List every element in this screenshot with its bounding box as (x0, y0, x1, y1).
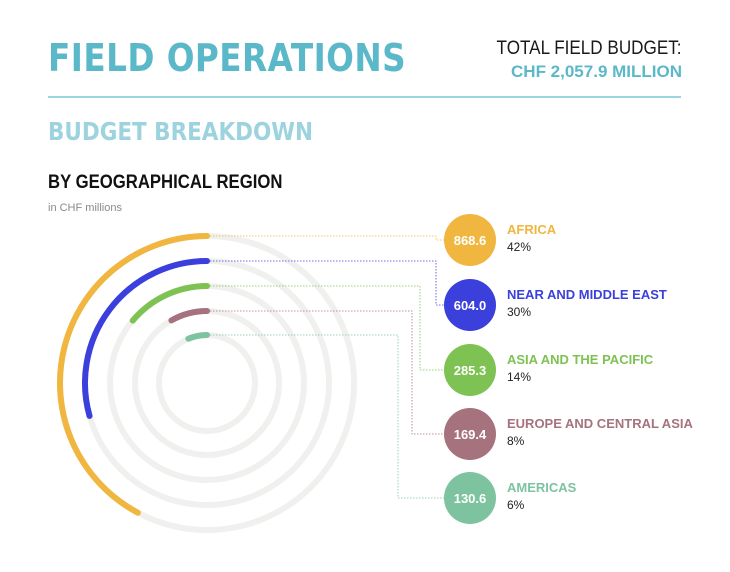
value-bubble: 868.6 (444, 214, 496, 266)
region-name: NEAR AND MIDDLE EAST (507, 287, 667, 302)
leader-line (207, 310, 444, 435)
total-budget-value: CHF 2,057.9 MILLION (511, 62, 682, 81)
value-bubble: 604.0 (444, 279, 496, 331)
leader-line (207, 235, 444, 241)
value-arc (185, 332, 210, 342)
value-arc (82, 258, 210, 419)
region-share: 30% (507, 305, 532, 319)
region-share: 42% (507, 240, 532, 254)
header-divider (48, 96, 681, 98)
value-bubble: 169.4 (444, 408, 496, 460)
value-arc (129, 283, 210, 324)
chart-units-note: in CHF millions (48, 202, 122, 214)
region-share: 14% (507, 370, 532, 384)
value-arc (57, 233, 210, 516)
value-bubble: 130.6 (444, 472, 496, 524)
leader-line (207, 260, 444, 306)
chart-title: BY GEOGRAPHICAL REGION (48, 172, 283, 193)
region-name: EUROPE AND CENTRAL ASIA (507, 416, 693, 431)
section-subtitle: BUDGET BREAKDOWN (48, 117, 313, 146)
total-budget-label: TOTAL FIELD BUDGET: (497, 38, 682, 59)
region-name: AFRICA (507, 222, 557, 237)
page-title: FIELD OPERATIONS (48, 36, 407, 80)
leader-line (207, 285, 444, 371)
track-ring (156, 332, 258, 434)
value-arc (168, 308, 210, 324)
value-bubble: 285.3 (444, 344, 496, 396)
region-share: 6% (507, 498, 525, 512)
region-name: AMERICAS (507, 480, 577, 495)
region-share: 8% (507, 434, 525, 448)
region-name: ASIA AND THE PACIFIC (507, 352, 654, 367)
